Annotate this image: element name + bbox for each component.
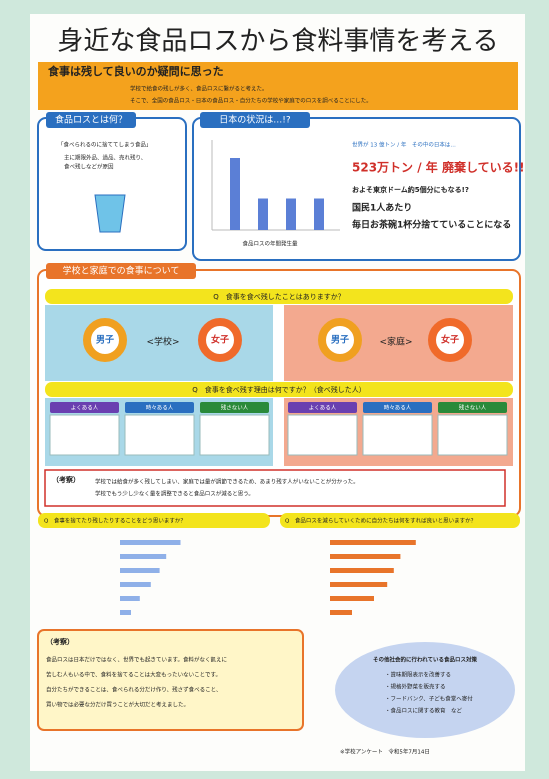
- note-line: 学校では給食が多く残してしまい、家庭では量が調節できるため、あまり残す人がいない…: [95, 478, 359, 486]
- column-header: [288, 402, 357, 413]
- school-label: <学校>: [146, 336, 179, 348]
- bar: [330, 568, 394, 573]
- bar: [120, 610, 131, 615]
- fact: 毎日お茶碗1杯分捨てていることになる: [352, 219, 511, 231]
- bar: [120, 596, 140, 601]
- answer-list: [199, 414, 270, 456]
- bar: [120, 568, 160, 573]
- measures-oval: [335, 642, 515, 738]
- home-label: <家庭>: [379, 336, 412, 348]
- boy-label: 男子: [96, 335, 114, 346]
- boy-label: 男子: [331, 335, 349, 346]
- conclusion-heading: （考察）: [46, 637, 74, 646]
- conclusion-line: 食品ロスは日本だけではなく、世界でも起きています。食料がなく飢えに: [46, 656, 227, 664]
- chart-caption: 食品ロスの年間発生量: [242, 240, 298, 248]
- bar: [120, 554, 167, 559]
- column-label: 残さない人: [459, 404, 487, 412]
- q4: Q 食品ロスを減らしていくために自分たちは何をすれば良いと思いますか？: [285, 517, 476, 525]
- note-line: 学校でもう少し少なく量を調整できると食品ロスが減ると思う。: [95, 490, 254, 498]
- question-bar: [45, 289, 513, 304]
- definition-line: 食べ残しなどが原因: [64, 163, 114, 171]
- fact: およそ東京ドーム約5個分にもなる!?: [352, 185, 469, 194]
- bar: [330, 596, 374, 601]
- measure-item: ・食品ロスに関する教育 など: [385, 707, 463, 715]
- fact: 国民1人あたり: [352, 202, 412, 214]
- donut: [198, 318, 242, 362]
- definition-tab: [46, 112, 136, 128]
- intro-line: そこで、全国の食品ロス・日本の食品ロス・自分たちの学校や家庭でのロスを調べること…: [130, 97, 372, 105]
- conclusion-box: [37, 629, 304, 731]
- japan-heading: 日本の状況は…!?: [219, 114, 291, 126]
- bar: [330, 540, 416, 545]
- column-label: 残さない人: [221, 404, 249, 412]
- bar: [330, 610, 352, 615]
- girl-label: 女子: [211, 334, 229, 346]
- column-header: [200, 402, 269, 413]
- answer-list: [49, 414, 120, 456]
- answer-list: [362, 414, 433, 456]
- bar: [120, 540, 181, 545]
- column-header: [50, 402, 119, 413]
- conclusion-line: 自分たちができることは、食べられる分だけ作り、残さず食べること、: [46, 686, 221, 694]
- column-label: よくある人: [71, 405, 99, 412]
- bar: [330, 554, 401, 559]
- bin-icon: [94, 194, 126, 233]
- measure-item: ・賞味期限表示を改善する: [385, 671, 451, 679]
- column-header: [125, 402, 194, 413]
- japan-chart: [230, 158, 324, 230]
- q2: Q 食事を食べ残す理由は何ですか？（食べ残した人）: [192, 385, 366, 394]
- definition-quote: 「食べられるのに捨ててしまう食品」: [58, 141, 152, 149]
- column-label: 時々ある人: [384, 404, 412, 412]
- column-header: [363, 402, 432, 413]
- bar: [258, 198, 268, 230]
- title: 身近な食品ロスから食料事情を考える: [57, 27, 498, 57]
- question-bar: [38, 513, 270, 528]
- column-label: よくある人: [309, 405, 337, 412]
- measure-item: ・フードバンク、子ども食堂へ寄付: [385, 695, 473, 703]
- measures-heading: その他社会的に行われている食品ロス対策: [373, 656, 478, 664]
- question-bar: [45, 382, 513, 397]
- girl-label: 女子: [441, 334, 459, 346]
- footer: ※学校アンケート 令和5年7月14日: [340, 748, 430, 756]
- bar: [230, 158, 240, 230]
- world-text: 世界が 13 億トン / 年 その中の日本は…: [352, 141, 456, 149]
- question-bar: [280, 513, 520, 528]
- donut: [83, 318, 127, 362]
- answer-list: [124, 414, 195, 456]
- definition-heading: 食品ロスとは何？: [55, 114, 127, 126]
- intro-line: 学校で給食の残しが多く、食品ロスに繋がると考えた。: [130, 85, 268, 93]
- conclusion-line: 苦しむ人もいる中で、食料を捨てることは大変もったいないことです。: [46, 671, 221, 679]
- bar: [286, 198, 296, 230]
- definition-line: 主に期限外品、過品、売れ残り、: [64, 154, 146, 162]
- donut: [318, 318, 362, 362]
- bar: [330, 582, 388, 587]
- bar: [120, 582, 151, 587]
- conclusion-line: 買い物では必要な分だけ買うことが大切だと考えました。: [46, 701, 189, 709]
- answer-list: [437, 414, 508, 456]
- japan-tab: [200, 112, 310, 128]
- note-box: [44, 469, 506, 507]
- q1: Q 食事を食べ残したことはありますか？: [213, 292, 345, 301]
- answer-list: [287, 414, 358, 456]
- survey-tab: [46, 263, 196, 279]
- bar: [314, 198, 324, 230]
- donut: [428, 318, 472, 362]
- intro-heading: 食事は残して良いのか疑問に思った: [48, 64, 224, 78]
- survey-heading: 学校と家庭での食事について: [63, 265, 180, 277]
- q3: Q 食事を捨てたり残したりすることをどう思いますか？: [44, 517, 186, 525]
- note-heading: （考察）: [52, 475, 80, 484]
- column-header: [438, 402, 507, 413]
- column-label: 時々ある人: [146, 404, 174, 412]
- amount-text: 523万トン / 年 廃棄している!!: [352, 160, 525, 175]
- japan-box: [192, 117, 521, 261]
- measure-item: ・規格外野菜を販売する: [385, 683, 446, 691]
- intro-banner: [38, 62, 518, 110]
